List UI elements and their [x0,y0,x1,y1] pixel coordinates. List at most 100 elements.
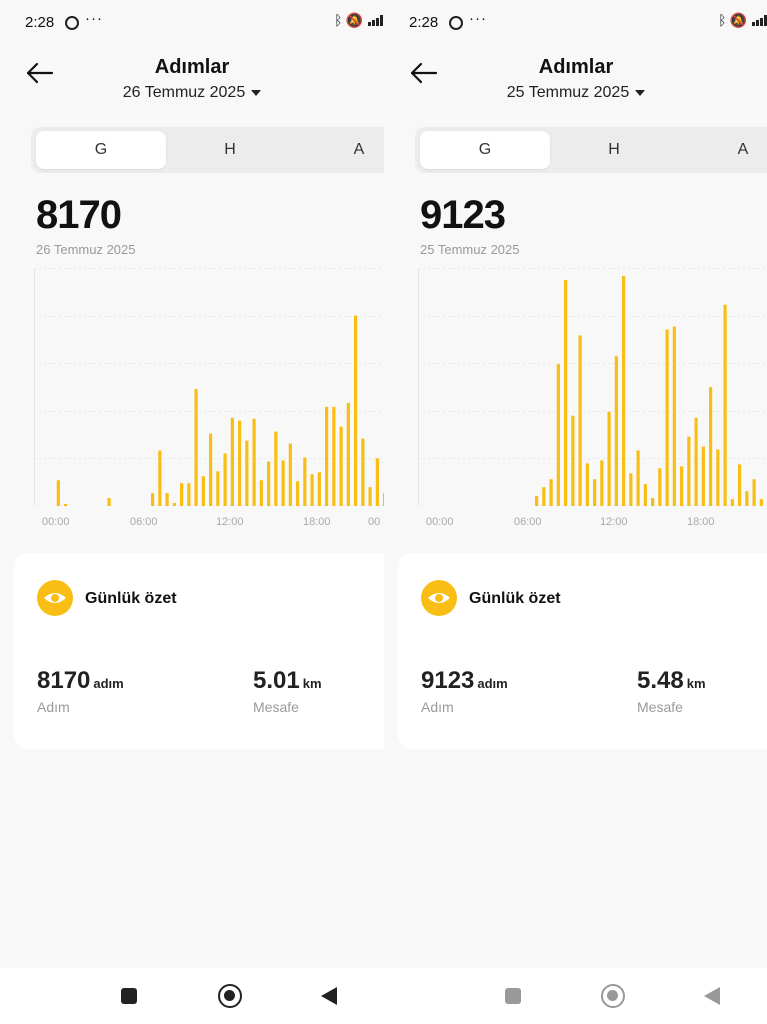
chart-bar [672,326,676,506]
signal-icon [752,13,767,29]
x-tick-label: 00:00 [42,516,70,528]
chart-bar [564,279,568,506]
steps-panel-left: 2:28 ··· ᛒ🔕 Adımlar 26 Temmuz 2025 G H A… [0,0,384,968]
tab-week[interactable]: H [608,141,620,158]
more-notifications-icon: ··· [469,10,487,27]
chart-bar [643,484,647,506]
eye-icon [37,580,73,616]
x-tick-label: 18:00 [303,516,331,528]
chart-bar [383,493,384,506]
date-selector[interactable]: 26 Temmuz 2025 [0,84,384,102]
date-selector-label: 26 Temmuz 2025 [122,84,246,101]
daily-summary-card[interactable]: Günlük özet 9123 adım Adım 5.48 km Mesafe [398,553,767,749]
chart-bar [665,329,669,506]
chart-bar [629,473,633,506]
distance-unit: km [686,676,706,691]
bell-off-icon: 🔕 [345,12,366,28]
status-bar: 2:28 ··· ᛒ🔕 [409,10,767,36]
chart-bar [274,431,278,506]
back-nav-button[interactable] [704,987,720,1005]
chart-bar [593,479,597,506]
distance-value: 5.01 [253,667,300,694]
daily-summary-card[interactable]: Günlük özet 8170 adım Adım 5.01 km Mesafe [14,553,384,749]
chart-bar [614,356,618,506]
recents-button[interactable] [121,988,137,1004]
chart-bar [542,487,546,506]
chart-bar [165,493,169,506]
chart-bar [288,443,292,506]
x-tick-label: 00 [368,516,380,528]
tab-day[interactable]: G [420,131,550,169]
steps-value: 8170 [37,667,91,694]
steps-label: Adım [37,699,70,715]
bluetooth-icon: ᛒ [718,12,730,28]
chart-bar [723,304,727,506]
chart-bar [267,461,271,506]
x-tick-label: 06:00 [514,516,542,528]
chart-bar [701,446,705,506]
status-time: 2:28 [25,14,55,31]
status-ring-icon [65,16,79,30]
distance-stat: 5.01 km Mesafe [253,667,322,715]
status-time: 2:28 [409,14,439,31]
recents-button[interactable] [505,988,521,1004]
bell-off-icon: 🔕 [729,12,750,28]
chart-bar [310,474,314,506]
distance-stat: 5.48 km Mesafe [637,667,706,715]
steps-label: Adım [421,699,454,715]
chart-bar [600,460,604,506]
chart-bar [752,479,756,506]
chart-bar [571,415,575,506]
steps-stat: 8170 adım Adım [37,667,124,715]
chart-bar [694,417,698,506]
back-arrow-icon[interactable] [24,58,58,88]
chart-bar [187,483,191,506]
date-selector[interactable]: 25 Temmuz 2025 [384,84,767,102]
chart-bar [252,418,256,506]
chart-svg: 00:00 06:00 12:00 18:00 00 [34,268,384,528]
distance-label: Mesafe [637,699,683,715]
chart-bar [296,481,300,506]
back-arrow-icon[interactable] [408,58,442,88]
chart-bar [201,476,205,506]
home-button[interactable] [218,984,242,1008]
chart-bar [223,453,227,506]
tab-month[interactable]: A [737,141,749,158]
chart-bar [64,504,68,506]
chart-bar [622,275,626,506]
steps-bar-chart: 00:00 06:00 12:00 18:00 00 [34,268,384,533]
back-nav-button[interactable] [321,987,337,1005]
steps-bar-chart: 00:00 06:00 12:00 18:00 [418,268,767,533]
summary-title: Günlük özet [85,590,177,607]
chart-bar [361,438,365,506]
x-tick-label: 12:00 [600,516,628,528]
selected-date: 25 Temmuz 2025 [420,242,520,257]
chart-bar [585,463,589,506]
total-steps: 9123 [420,193,506,237]
page-title: Adımlar [154,56,230,78]
chart-bar [339,426,343,506]
status-icons: ᛒ🔕 [334,12,384,29]
system-nav-bar [0,968,767,1024]
chart-bar [332,406,336,506]
tab-day[interactable]: G [36,131,166,169]
chart-bar [354,315,358,506]
steps-unit: adım [93,676,124,691]
chart-svg: 00:00 06:00 12:00 18:00 [418,268,767,528]
chart-bar [230,417,234,506]
tab-month[interactable]: A [353,141,365,158]
steps-stat: 9123 adım Adım [421,667,508,715]
chart-bar [709,387,713,506]
home-button[interactable] [601,984,625,1008]
chart-bar [658,468,662,506]
chart-bar [375,458,379,506]
tab-week[interactable]: H [224,141,236,158]
chart-bar [346,402,350,506]
chart-bar [607,411,611,506]
chart-bar [172,503,176,506]
more-notifications-icon: ··· [85,10,103,27]
steps-unit: adım [477,676,508,691]
selected-date: 26 Temmuz 2025 [36,242,136,257]
chart-bar [745,491,749,506]
chart-bar [687,436,691,506]
